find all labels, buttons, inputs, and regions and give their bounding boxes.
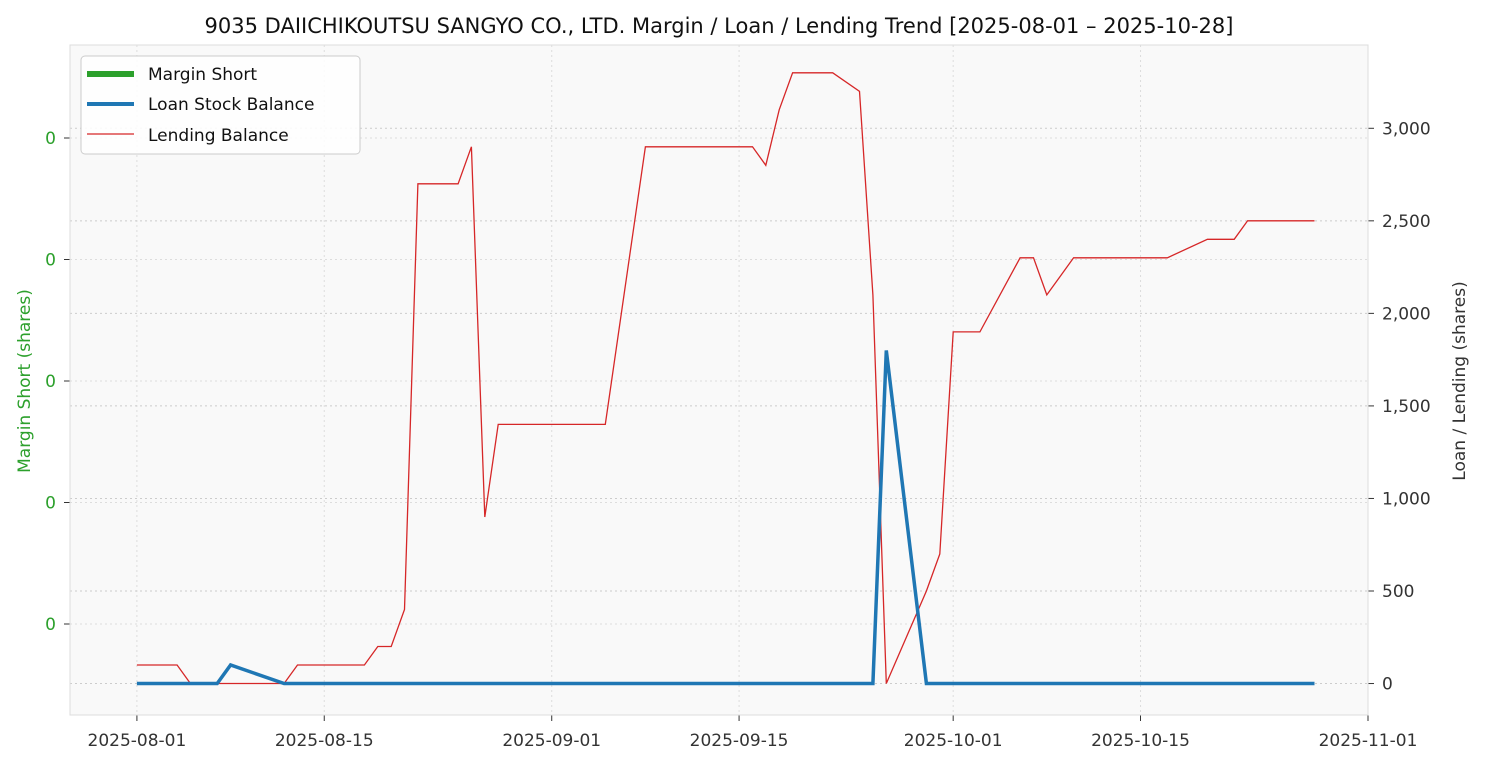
legend-label-margin-short: Margin Short <box>148 65 257 85</box>
y-left-tick-label: 0 <box>45 372 56 392</box>
x-tick-label: 2025-08-15 <box>275 731 374 751</box>
y-left-tick-label: 0 <box>45 251 56 271</box>
x-tick-label: 2025-10-01 <box>904 731 1003 751</box>
y-left-tick-label: 0 <box>45 129 56 149</box>
y-right-tick-label: 2,000 <box>1382 304 1431 324</box>
right-axis-label: Loan / Lending (shares) <box>1450 281 1470 480</box>
plot-frame <box>69 44 1369 716</box>
y-left-tick-label: 0 <box>45 494 56 514</box>
y-right-tick-label: 1,000 <box>1382 489 1431 509</box>
x-tick-label: 2025-10-15 <box>1091 731 1190 751</box>
x-tick-label: 2025-08-01 <box>88 731 187 751</box>
legend-box <box>80 55 361 155</box>
legend-label-lending: Lending Balance <box>148 126 289 146</box>
y-right-tick-label: 0 <box>1382 675 1393 695</box>
plot-area <box>70 45 1368 715</box>
y-right-tick-label: 2,500 <box>1382 212 1431 232</box>
y-right-tick-label: 3,000 <box>1382 119 1431 139</box>
legend: Margin Short Loan Stock Balance Lending … <box>80 55 361 155</box>
series-layer <box>136 72 1315 686</box>
y-right-tick-label: 1,500 <box>1382 397 1431 417</box>
x-tick-label: 2025-09-01 <box>502 731 601 751</box>
x-tick-label: 2025-09-15 <box>690 731 789 751</box>
left-axis-label: Margin Short (shares) <box>15 289 35 473</box>
x-tick-label: 2025-11-01 <box>1319 731 1418 751</box>
legend-label-loan: Loan Stock Balance <box>148 95 314 115</box>
y-right-tick-label: 500 <box>1382 582 1414 602</box>
y-left-tick-label: 0 <box>45 615 56 635</box>
series-line-loan-stock-balance <box>136 350 1315 686</box>
series-line-lending-balance <box>136 72 1315 685</box>
axes: 2025-08-01 2025-08-15 2025-09-01 2025-09-15… <box>45 44 1431 751</box>
chart-title: 9035 DAIICHIKOUTSU SANGYO CO., LTD. Marg… <box>205 14 1234 38</box>
